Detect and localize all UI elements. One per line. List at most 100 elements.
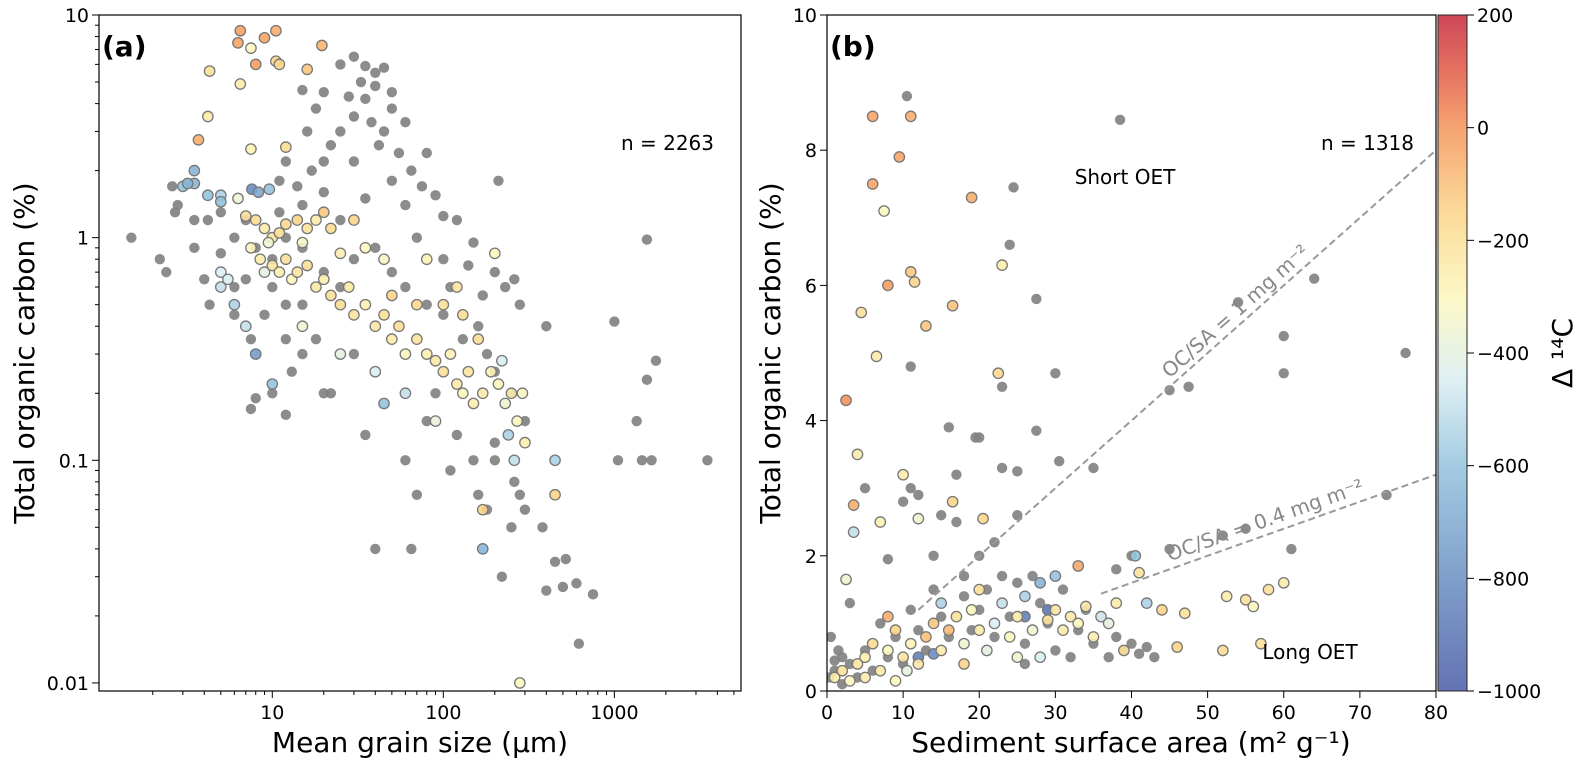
grey-data-point [496,571,508,582]
grey-data-point [318,156,329,167]
colored-data-point [920,320,932,332]
panel-a-ticks: 10 100 1000 0.01 0.1 1 10 [47,5,735,724]
grey-data-point [1034,597,1046,609]
grey-data-point [348,111,360,122]
grey-data-point [386,266,398,278]
colored-data-point [1129,549,1142,562]
grey-data-point [370,80,381,92]
colored-data-point [1072,617,1085,630]
grey-data-point [297,199,308,211]
grey-data-point [393,147,405,159]
colored-data-point [866,178,879,190]
grey-data-point [636,455,648,466]
grey-data-point [445,465,456,476]
colorbar-gradient [1437,14,1468,692]
colored-data-point [188,164,201,177]
grey-data-point [259,309,270,321]
colored-data-point [410,333,423,346]
grey-data-point [154,254,166,265]
grey-data-point [421,299,432,310]
y-tick-label: 10 [793,5,817,27]
grey-data-point [1031,425,1042,436]
colored-data-point [385,333,398,346]
colored-data-point [904,637,917,650]
colored-data-point [843,675,856,687]
colored-data-point [847,499,860,511]
colored-data-point [840,573,852,586]
x-tick-label: 10 [891,702,915,724]
grey-data-point [641,234,653,245]
grey-data-point [609,316,620,327]
colored-data-point [1049,604,1062,616]
grey-data-point [280,333,292,345]
grey-data-point [1164,384,1175,396]
grey-data-point [1164,543,1175,555]
colored-data-point [847,526,860,538]
reference-line [917,149,1436,611]
grey-data-point [844,597,856,609]
colored-data-point [378,309,390,321]
colored-data-point [996,259,1008,271]
colored-data-point [245,143,257,155]
colored-data-point [359,298,372,311]
grey-data-point [1111,564,1122,575]
y-tick-label: 1 [77,228,89,250]
colored-data-point [273,58,286,71]
colored-data-point [301,259,314,272]
colored-data-point [301,63,314,76]
grey-data-point [189,242,200,254]
colored-data-point [420,253,433,266]
grey-data-point [481,348,493,360]
grey-data-point [1012,466,1023,477]
colored-data-point [385,289,398,302]
colored-data-point [1118,644,1130,657]
panel-b-ylabel: Total organic carbon (%) [754,182,787,524]
y-tick-label: 2 [805,546,817,568]
grey-data-point [386,175,398,187]
colored-data-point [981,644,993,657]
grey-data-point [348,156,360,167]
grey-data-point [631,415,642,427]
grey-data-point [573,638,585,649]
grey-data-point [229,232,240,243]
colored-data-point [369,320,382,333]
colored-data-point [492,378,505,390]
colored-data-point [519,436,531,449]
colored-data-point [291,214,304,226]
grey-data-point [438,309,449,321]
colored-data-point [977,512,989,525]
colored-data-point [467,397,480,410]
grey-data-point [335,126,346,137]
colored-data-point [958,637,970,650]
colored-data-point [889,624,902,637]
colored-data-point [1041,614,1054,626]
colored-data-point [296,236,309,249]
colored-data-point [393,320,405,333]
y-tick-label: 8 [805,140,817,162]
colored-data-point [472,333,485,346]
colored-data-point [1034,651,1047,664]
y-tick-label: 0.01 [47,673,89,695]
grey-data-point [829,655,840,666]
grey-data-point [1240,523,1251,534]
colored-data-point [946,299,959,312]
colored-data-point [291,266,304,278]
colored-data-point [214,195,227,208]
grey-data-point [537,522,548,533]
colored-data-point [1064,610,1077,623]
grey-data-point [348,51,360,62]
colored-data-point [965,604,978,616]
grey-data-point [335,59,346,70]
grey-data-point [905,361,916,372]
grey-data-point [318,87,329,98]
grey-data-point [1278,368,1289,379]
grey-data-point [557,581,569,593]
panel-a: 10 100 1000 0.01 0.1 1 10 (a) n = 2263 Mean gr… [8,5,742,759]
grey-data-point [1050,645,1061,656]
grey-data-point [549,556,561,568]
grey-data-point [302,126,313,137]
colored-data-point [348,214,360,226]
colored-data-point [866,637,879,650]
grey-data-point [951,516,962,528]
panel-b-label: (b) [830,30,876,63]
